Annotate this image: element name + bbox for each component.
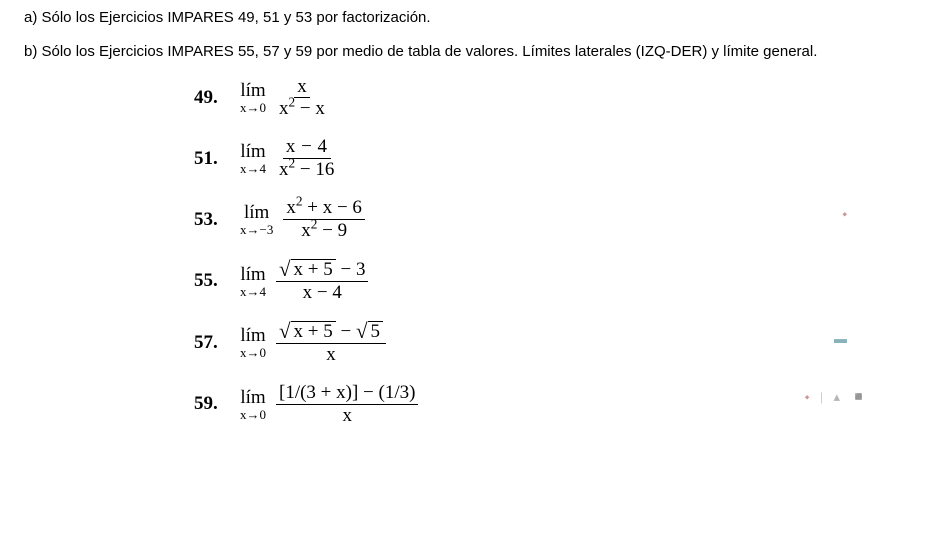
- limit-operator: lím x→0: [240, 81, 266, 114]
- exercise-number: 51.: [194, 148, 240, 170]
- exercise-number: 55.: [194, 270, 240, 292]
- diamond-icon: ⬩: [805, 389, 810, 405]
- instruction-b: b) Sólo los Ejercicios IMPARES 55, 57 y …: [24, 42, 907, 62]
- den-base: x: [279, 159, 289, 180]
- denominator: x − 4: [300, 282, 345, 303]
- lim-label: lím: [240, 265, 265, 284]
- den-base: x: [279, 98, 289, 119]
- exercise-number: 59.: [194, 393, 240, 415]
- limit-operator: lím x→−3: [240, 203, 273, 236]
- denominator: x: [339, 405, 355, 426]
- den-rest: − x: [295, 98, 325, 119]
- margin-marker: ⬩ | ▴ ◾: [799, 385, 867, 407]
- lim-sub: x→0: [240, 408, 266, 421]
- limit-operator: lím x→0: [240, 388, 266, 421]
- exercise-55: 55. lím x→4 √ x + 5 − 3 x − 4: [194, 259, 907, 303]
- numerator: x2 + x − 6: [283, 198, 365, 220]
- fraction: √ x + 5 − √ 5 x: [276, 321, 386, 365]
- den-rest: − 9: [317, 220, 347, 241]
- fraction: [1/(3 + x)] − (1/3) x: [276, 383, 418, 426]
- radicand: 5: [368, 321, 384, 342]
- bar-icon: ▬: [834, 331, 847, 347]
- exercise-51: 51. lím x→4 x − 4 x2 − 16: [194, 137, 907, 180]
- radical-icon: √: [279, 322, 291, 343]
- fraction: x2 + x − 6 x2 − 9: [283, 198, 365, 241]
- instruction-a: a) Sólo los Ejercicios IMPARES 49, 51 y …: [24, 8, 907, 28]
- num-base: x: [286, 197, 296, 218]
- lim-sub: x→0: [240, 346, 266, 359]
- limit-operator: lím x→4: [240, 265, 266, 298]
- fraction: x x2 − x: [276, 77, 328, 120]
- numerator: [1/(3 + x)] − (1/3): [276, 383, 418, 405]
- exercise-list: 49. lím x→0 x x2 − x 51. lím x→4 x − 4: [194, 77, 907, 426]
- margin-marker: ▬: [828, 327, 847, 349]
- lim-label: lím: [240, 388, 265, 407]
- num-rest: + x − 6: [303, 197, 362, 218]
- denominator: x2 − 9: [298, 220, 350, 241]
- square-root: √ 5: [356, 321, 383, 342]
- fraction: x − 4 x2 − 16: [276, 137, 337, 180]
- fraction: √ x + 5 − 3 x − 4: [276, 259, 368, 303]
- lim-label: lím: [240, 81, 265, 100]
- exercise-53: 53. lím x→−3 x2 + x − 6 x2 − 9 ⬩: [194, 198, 907, 241]
- numerator: √ x + 5 − 3: [276, 259, 368, 282]
- den-base: x: [301, 220, 311, 241]
- exercise-59: 59. lím x→0 [1/(3 + x)] − (1/3) x ⬩ | ▴ …: [194, 383, 907, 426]
- square-root: √ x + 5: [279, 259, 336, 280]
- bar-icon: |: [820, 389, 823, 405]
- lim-label: lím: [244, 203, 269, 222]
- denominator: x: [323, 344, 339, 365]
- page: a) Sólo los Ejercicios IMPARES 49, 51 y …: [0, 0, 931, 426]
- exercise-49: 49. lím x→0 x x2 − x: [194, 77, 907, 120]
- radical-icon: √: [279, 260, 291, 281]
- lim-sub: x→4: [240, 162, 266, 175]
- lim-sub: x→0: [240, 101, 266, 114]
- exercise-number: 53.: [194, 209, 240, 231]
- exercise-number: 57.: [194, 332, 240, 354]
- numerator: x: [294, 77, 310, 99]
- num-exp: 2: [296, 194, 303, 209]
- denominator: x2 − 16: [276, 159, 337, 180]
- denominator: x2 − x: [276, 98, 328, 119]
- between: −: [336, 321, 356, 342]
- square-icon: ◾: [851, 389, 867, 405]
- limit-operator: lím x→0: [240, 326, 266, 359]
- radicand: x + 5: [291, 259, 336, 280]
- margin-marker: ⬩: [836, 202, 847, 224]
- lim-sub: x→4: [240, 285, 266, 298]
- after-sqrt: − 3: [336, 259, 366, 280]
- limit-operator: lím x→4: [240, 142, 266, 175]
- exercise-number: 49.: [194, 87, 240, 109]
- lim-sub: x→−3: [240, 223, 273, 236]
- den-rest: − 16: [295, 159, 334, 180]
- diamond-icon: ⬩: [842, 206, 847, 222]
- lim-label: lím: [240, 142, 265, 161]
- radical-icon: √: [356, 322, 368, 343]
- square-root: √ x + 5: [279, 321, 336, 342]
- triangle-icon: ▴: [834, 389, 841, 405]
- radicand: x + 5: [291, 321, 336, 342]
- exercise-57: 57. lím x→0 √ x + 5 − √ 5 x ▬: [194, 321, 907, 365]
- lim-label: lím: [240, 326, 265, 345]
- numerator: √ x + 5 − √ 5: [276, 321, 386, 344]
